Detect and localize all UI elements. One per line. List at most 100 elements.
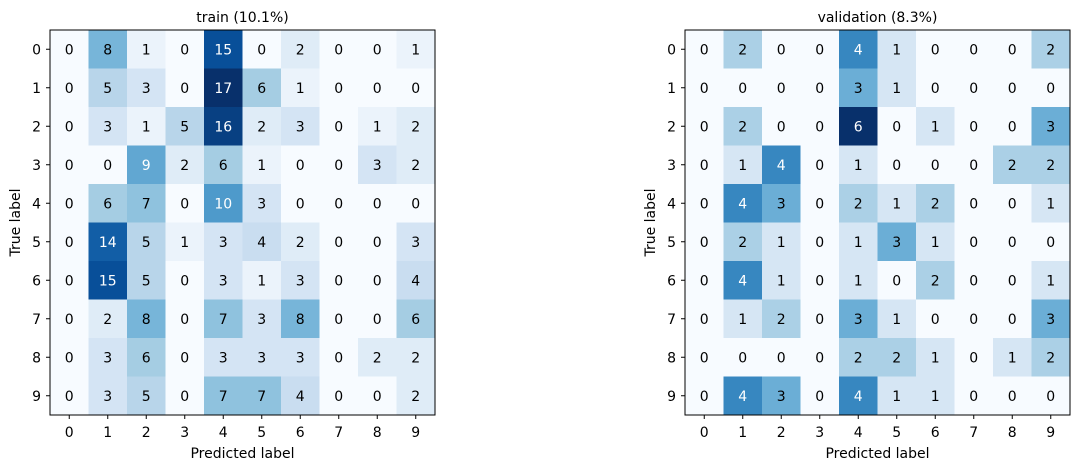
cell-value-label: 0 [969,350,978,366]
cell-value-label: 3 [103,350,112,366]
heatmap-cell [204,376,243,416]
heatmap-cell [319,68,359,108]
y-axis-label: True label [643,188,659,257]
cell-value-label: 0 [65,119,74,135]
heatmap-cell [165,30,205,69]
cell-value-label: 3 [219,235,228,251]
heatmap-cell [762,261,801,300]
cell-value-label: 1 [373,119,382,135]
cell-value-label: 4 [257,235,266,251]
heatmap-cell [916,222,955,262]
cell-value-label: 2 [103,312,112,328]
heatmap-cell [877,30,917,69]
heatmap-cell [396,222,436,262]
heatmap-cell [358,30,397,69]
cell-value-label: 0 [969,196,978,212]
heatmap-cell [396,184,436,223]
heatmap-cell [281,68,320,108]
cell-value-label: 0 [65,273,74,289]
cell-value-label: 5 [103,81,112,97]
heatmap-cell [993,145,1032,185]
heatmap-cell [993,376,1032,416]
heatmap-cell [165,299,205,339]
cell-value-label: 0 [1046,235,1055,251]
cell-value-label: 0 [700,158,709,174]
cell-value-label: 0 [65,196,74,212]
cell-value-label: 0 [700,196,709,212]
heatmap-cell [916,184,955,223]
heatmap-cell [242,222,282,262]
heatmap-cell [88,338,128,377]
cell-value-label: 0 [700,235,709,251]
heatmap-cell [800,68,840,108]
x-tick-label: 6 [931,425,940,441]
cell-value-label: 0 [969,235,978,251]
cell-value-label: 0 [65,235,74,251]
heatmap-cell [88,376,128,416]
heatmap-cell [877,376,917,416]
heatmap-cell [839,376,878,416]
cell-value-label: 0 [969,119,978,135]
x-tick-label: 9 [411,425,420,441]
cell-value-label: 7 [142,196,151,212]
cell-value-label: 5 [142,389,151,405]
x-tick-label: 3 [815,425,824,441]
heatmap-cell [281,376,320,416]
cell-value-label: 0 [815,389,824,405]
heatmap-cell [50,184,89,223]
cell-value-label: 1 [892,81,901,97]
cell-value-label: 1 [931,350,940,366]
train-confusion-matrix: 0 8 1 0 15 0 2 0 0 10 5 3 0 17 6 1 0 0 00 3 1 5 16 2 3 0 1 20 0 9 2 6 1 0… [8,10,436,462]
heatmap-cell [358,338,397,377]
validation-confusion-matrix: 0 2 0 0 4 1 0 0 0 2 0 0 0 0 3 1 0 0 0 0 0 2 0 0 6 0 1 0 0 3 0 1 4 0 1 0 0 0 2 2… [643,10,1071,462]
cell-value-label: 3 [296,119,305,135]
heatmap-cell [954,261,994,300]
cell-value-label: 3 [854,312,863,328]
heatmap-cell [685,222,724,262]
cell-value-label: 3 [257,196,266,212]
cell-value-label: 0 [777,81,786,97]
heatmap-cell [319,107,359,146]
cell-value-label: 8 [142,312,151,328]
heatmap-cell [839,145,878,185]
cell-value-label: 0 [931,42,940,58]
cell-value-label: 0 [1046,389,1055,405]
heatmap-cell [839,68,878,108]
cell-value-label: 0 [738,350,747,366]
heatmap-cell [127,222,166,262]
heatmap-cell [88,30,128,69]
heatmap-cell [50,376,89,416]
heatmap-cell [954,222,994,262]
heatmap-cell [127,107,166,146]
cell-value-label: 1 [892,42,901,58]
heatmap-cell [762,145,801,185]
heatmap-cell [685,184,724,223]
cell-value-label: 2 [892,350,901,366]
heatmap-cell [839,184,878,223]
cell-value-label: 1 [296,81,305,97]
cell-value-label: 0 [815,42,824,58]
heatmap-cell [242,376,282,416]
heatmap-cell [127,68,166,108]
heatmap-cell [762,376,801,416]
cell-value-label: 2 [738,42,747,58]
heatmap-cell [1031,222,1071,262]
cell-value-label: 0 [334,389,343,405]
heatmap-cell [685,107,724,146]
heatmap-cell [723,376,763,416]
heatmap-cell [839,107,878,146]
cell-value-label: 0 [296,196,305,212]
cell-value-label: 0 [1008,312,1017,328]
x-tick-label: 7 [969,425,978,441]
cell-value-label: 0 [931,158,940,174]
x-tick-label: 7 [334,425,343,441]
y-tick-label: 1 [32,81,41,97]
x-tick-label: 8 [373,425,382,441]
heatmap-cell [204,68,243,108]
cell-value-label: 0 [65,312,74,328]
heatmap-cell [685,30,724,69]
cell-value-label: 1 [738,312,747,328]
cell-value-label: 2 [411,389,420,405]
cell-value-label: 0 [931,81,940,97]
